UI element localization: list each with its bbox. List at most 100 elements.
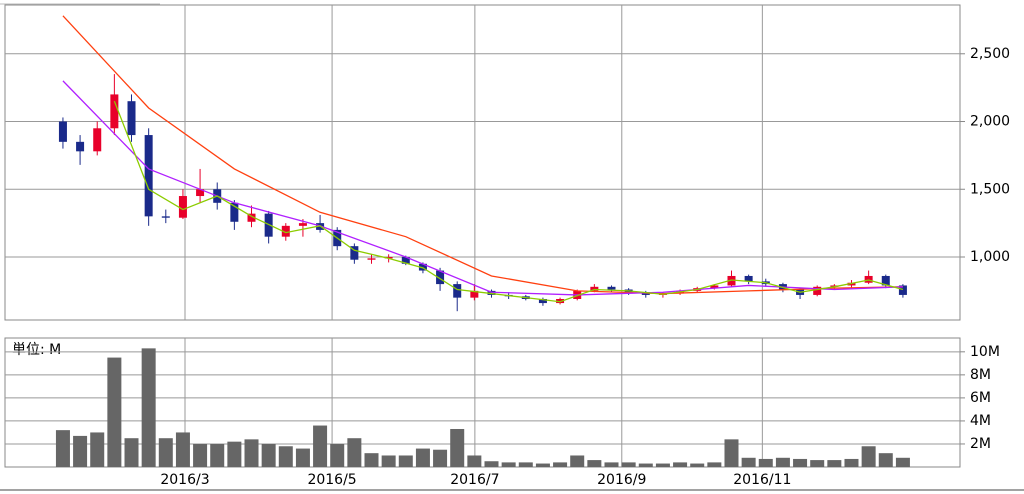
candle-body	[367, 258, 376, 260]
candle-body	[58, 121, 67, 142]
volume-bar	[655, 463, 670, 467]
candle-body	[436, 270, 445, 285]
x-tick-label: 2016/3	[160, 472, 209, 488]
volume-bar	[193, 443, 208, 467]
volume-bar	[433, 449, 448, 467]
volume-bar	[90, 432, 105, 467]
y-tick-label: 10M	[970, 344, 1000, 360]
x-tick-label: 2016/7	[450, 472, 499, 488]
candle-body	[230, 202, 239, 222]
candle-body	[161, 216, 170, 218]
volume-bar	[775, 457, 790, 467]
volume-bar	[381, 455, 396, 467]
candle-body	[881, 275, 890, 286]
volume-bar	[878, 453, 893, 467]
candle-body	[384, 257, 393, 259]
volume-bar	[707, 462, 722, 467]
volume-bar	[330, 443, 345, 467]
volume-bar	[535, 463, 550, 467]
volume-bar	[467, 455, 482, 467]
candle-body	[281, 225, 290, 237]
volume-bar	[518, 462, 533, 467]
volume-bar	[158, 438, 173, 467]
volume-bar	[313, 425, 328, 467]
volume-bar	[141, 348, 156, 467]
y-tick-label: 8M	[970, 367, 991, 383]
y-tick-label: 1,500	[970, 181, 1010, 197]
volume-bar	[450, 428, 465, 467]
volume-bar	[175, 432, 190, 467]
volume-bar	[604, 462, 619, 467]
candle-body	[727, 275, 736, 286]
unit-label: 単位: M	[12, 342, 61, 358]
volume-bar	[758, 458, 773, 467]
volume-bar	[861, 446, 876, 467]
volume-bar	[741, 457, 756, 467]
candle-body	[93, 128, 102, 152]
candle-body	[744, 275, 753, 282]
candle-body	[538, 299, 547, 304]
volume-bar	[553, 462, 568, 467]
volume-bar	[107, 357, 122, 467]
candle-body	[847, 282, 856, 286]
x-tick-label: 2016/9	[597, 472, 646, 488]
y-tick-label: 2,000	[970, 114, 1010, 130]
volume-bar	[501, 462, 516, 467]
volume-bar	[210, 443, 225, 467]
y-tick-label: 1,000	[970, 249, 1010, 265]
candle-body	[298, 223, 307, 226]
volume-bar	[793, 458, 808, 467]
candle-body	[178, 196, 187, 218]
candle-body	[813, 286, 822, 295]
volume-bar	[227, 441, 242, 467]
candle-body	[487, 290, 496, 295]
candle-body	[453, 284, 462, 298]
volume-bar	[673, 462, 688, 467]
volume-bar	[364, 453, 379, 467]
volume-bar	[261, 443, 276, 467]
candle-body	[830, 285, 839, 287]
moving-average-line	[62, 15, 903, 295]
candle-body	[418, 263, 427, 271]
candle-body	[864, 275, 873, 283]
y-tick-label: 6M	[970, 390, 991, 406]
candle-body	[196, 189, 205, 197]
volume-bar	[278, 446, 293, 467]
candle-body	[898, 285, 907, 295]
volume-bar	[398, 455, 413, 467]
moving-average-line	[113, 100, 904, 303]
volume-bar	[570, 455, 585, 467]
volume-bar	[690, 463, 705, 467]
volume-bar	[844, 458, 859, 467]
volume-bar	[810, 460, 825, 467]
volume-bar	[415, 448, 430, 467]
candle-body	[76, 141, 85, 152]
candle-body	[144, 135, 153, 217]
candle-body	[607, 286, 616, 290]
candle-body	[350, 246, 359, 260]
candle-body	[110, 94, 119, 129]
x-tick-label: 2016/5	[307, 472, 356, 488]
candle-body	[710, 285, 719, 289]
y-tick-label: 2M	[970, 436, 991, 452]
candle-body	[470, 290, 479, 298]
volume-bar	[55, 430, 70, 467]
candle-body	[401, 257, 410, 264]
volume-bar	[73, 435, 88, 467]
candle-body	[590, 286, 599, 291]
volume-bar	[347, 438, 362, 467]
y-tick-label: 4M	[970, 413, 991, 429]
price-panel	[4, 4, 961, 321]
x-tick-label: 2016/11	[733, 472, 791, 488]
volume-bar	[621, 462, 636, 467]
volume-bar	[484, 461, 499, 467]
y-tick-label: 2,500	[970, 46, 1010, 62]
candle-body	[247, 213, 256, 222]
volume-bar	[827, 460, 842, 467]
volume-bar	[244, 439, 259, 467]
volume-bar	[295, 448, 310, 467]
moving-average-line	[62, 80, 903, 296]
volume-bar	[587, 460, 602, 467]
